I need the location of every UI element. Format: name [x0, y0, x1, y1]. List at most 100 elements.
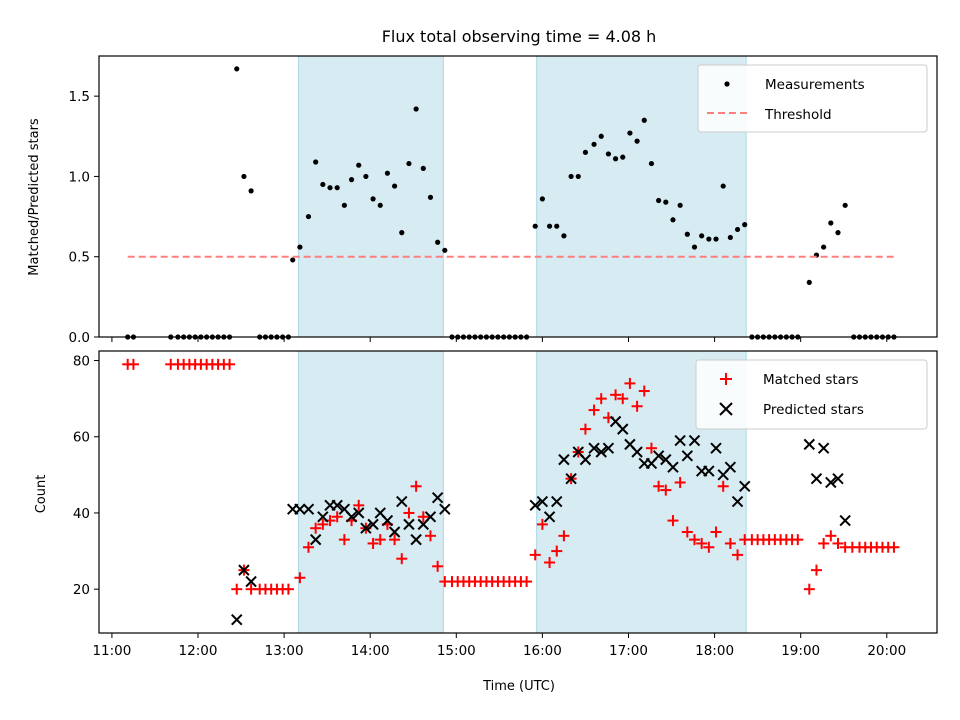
measurements-point: [620, 154, 626, 160]
measurements-point: [413, 106, 419, 112]
x-axis-label: Time (UTC): [482, 679, 555, 694]
measurements-point: [356, 162, 362, 168]
bottom-legend-frame: [695, 359, 928, 430]
measurements-point: [539, 196, 545, 202]
matched-stars-point: [595, 393, 607, 405]
predicted-stars-point: [309, 533, 322, 546]
predicted-stars-point: [810, 472, 823, 485]
measurements-point: [348, 177, 355, 183]
predicted-stars-point: [731, 495, 744, 508]
predicted-stars-point: [403, 518, 415, 531]
predicted-stars-point: [345, 511, 358, 523]
y-tick-label: 20: [73, 582, 90, 598]
predicted-stars-point: [317, 511, 329, 523]
predicted-stars-point: [817, 442, 830, 454]
predicted-stars-point: [302, 503, 315, 515]
matched-stars-point: [338, 534, 350, 546]
matched-stars-point: [224, 358, 236, 370]
predicted-stars-point: [238, 564, 250, 576]
measurements-point: [575, 173, 581, 180]
matched-stars-point: [536, 518, 548, 530]
measurements-point: [727, 234, 733, 241]
predicted-stars-point: [832, 472, 844, 485]
measurements-point: [713, 236, 719, 242]
x-tick-label: 13:00: [265, 643, 304, 659]
matched-stars-point: [696, 537, 708, 549]
matched-stars-point: [127, 358, 139, 370]
predicted-stars-point: [617, 423, 629, 435]
matched-stars-point: [417, 511, 429, 523]
matched-stars-point: [688, 534, 700, 546]
x-tick-label: 15:00: [437, 643, 476, 659]
top-legend-frame: [697, 64, 928, 133]
matched-stars-point: [282, 583, 294, 595]
predicted-stars-point: [431, 492, 444, 504]
top-legend: Measurements Threshold: [697, 64, 928, 133]
legend-measurements-label: Measurements: [765, 77, 865, 93]
predicted-stars-point: [424, 511, 437, 523]
predicted-stars-point: [536, 495, 549, 508]
predicted-stars-point: [353, 507, 365, 519]
predicted-stars-point: [558, 453, 570, 466]
matched-stars-point: [703, 541, 715, 553]
legend-matched-marker: [720, 373, 732, 385]
measurements-point: [605, 151, 612, 157]
chart-title: Flux total observing time = 4.08 h: [382, 27, 657, 46]
y-tick-label: 40: [73, 506, 90, 522]
legend-matched-label: Matched stars: [763, 372, 859, 388]
measurements-point: [648, 160, 655, 167]
measurements-point: [582, 149, 589, 155]
measurements-point: [663, 199, 669, 205]
measurements-point: [554, 223, 560, 229]
measurements-point: [546, 223, 553, 229]
measurements-point: [641, 117, 647, 123]
measurements-point: [634, 138, 640, 144]
matched-stars-point: [818, 537, 830, 549]
matched-stars-point: [810, 564, 822, 576]
predicted-stars-point: [331, 499, 343, 512]
y-tick-label: 1.0: [69, 169, 90, 185]
measurements-point: [384, 170, 391, 176]
measurements-point: [391, 183, 398, 189]
measurements-point: [248, 188, 254, 194]
y-tick-label: 0.0: [69, 330, 90, 346]
measurements-point: [234, 66, 240, 72]
matched-stars-point: [303, 541, 314, 553]
y-tick-label: 0.5: [69, 250, 90, 266]
measurements-point: [568, 173, 574, 180]
matched-stars-point: [558, 530, 570, 542]
predicted-stars-point: [688, 434, 701, 447]
measurements-point: [370, 196, 376, 202]
predicted-stars-point: [703, 465, 715, 477]
matched-stars-point: [617, 393, 629, 405]
measurements-point: [341, 202, 347, 208]
measurements-point: [835, 230, 841, 236]
x-tick-label: 17:00: [609, 643, 648, 659]
predicted-stars-point: [839, 514, 851, 527]
predicted-stars-point: [551, 495, 563, 508]
predicted-stars-point: [681, 450, 694, 462]
predicted-stars-point: [543, 511, 556, 523]
matched-stars-point: [610, 389, 622, 401]
y-tick-label: 80: [73, 354, 90, 370]
matched-stars-point: [353, 499, 365, 511]
measurements-point: [406, 160, 412, 167]
matched-stars-point: [653, 480, 665, 492]
measurements-point: [363, 173, 369, 180]
predicted-stars-point: [367, 518, 379, 531]
matched-stars-point: [724, 537, 736, 549]
measurements-point: [334, 185, 340, 191]
y-tick-label: 60: [73, 430, 90, 446]
x-tick-label: 19:00: [781, 643, 820, 659]
legend-predicted-marker: [719, 402, 733, 416]
predicted-stars-point: [388, 526, 401, 538]
matched-stars-point: [231, 583, 243, 595]
predicted-stars-point: [631, 446, 643, 458]
observing-window-1: [297, 350, 444, 634]
top-panel: 0.0 0.5 1.0 1.5: [69, 55, 938, 346]
matched-stars-point: [331, 511, 343, 523]
measurements-point: [699, 233, 705, 239]
axes-frame: [98, 350, 938, 634]
measurements-point: [297, 244, 303, 250]
matched-stars-point: [667, 515, 679, 527]
